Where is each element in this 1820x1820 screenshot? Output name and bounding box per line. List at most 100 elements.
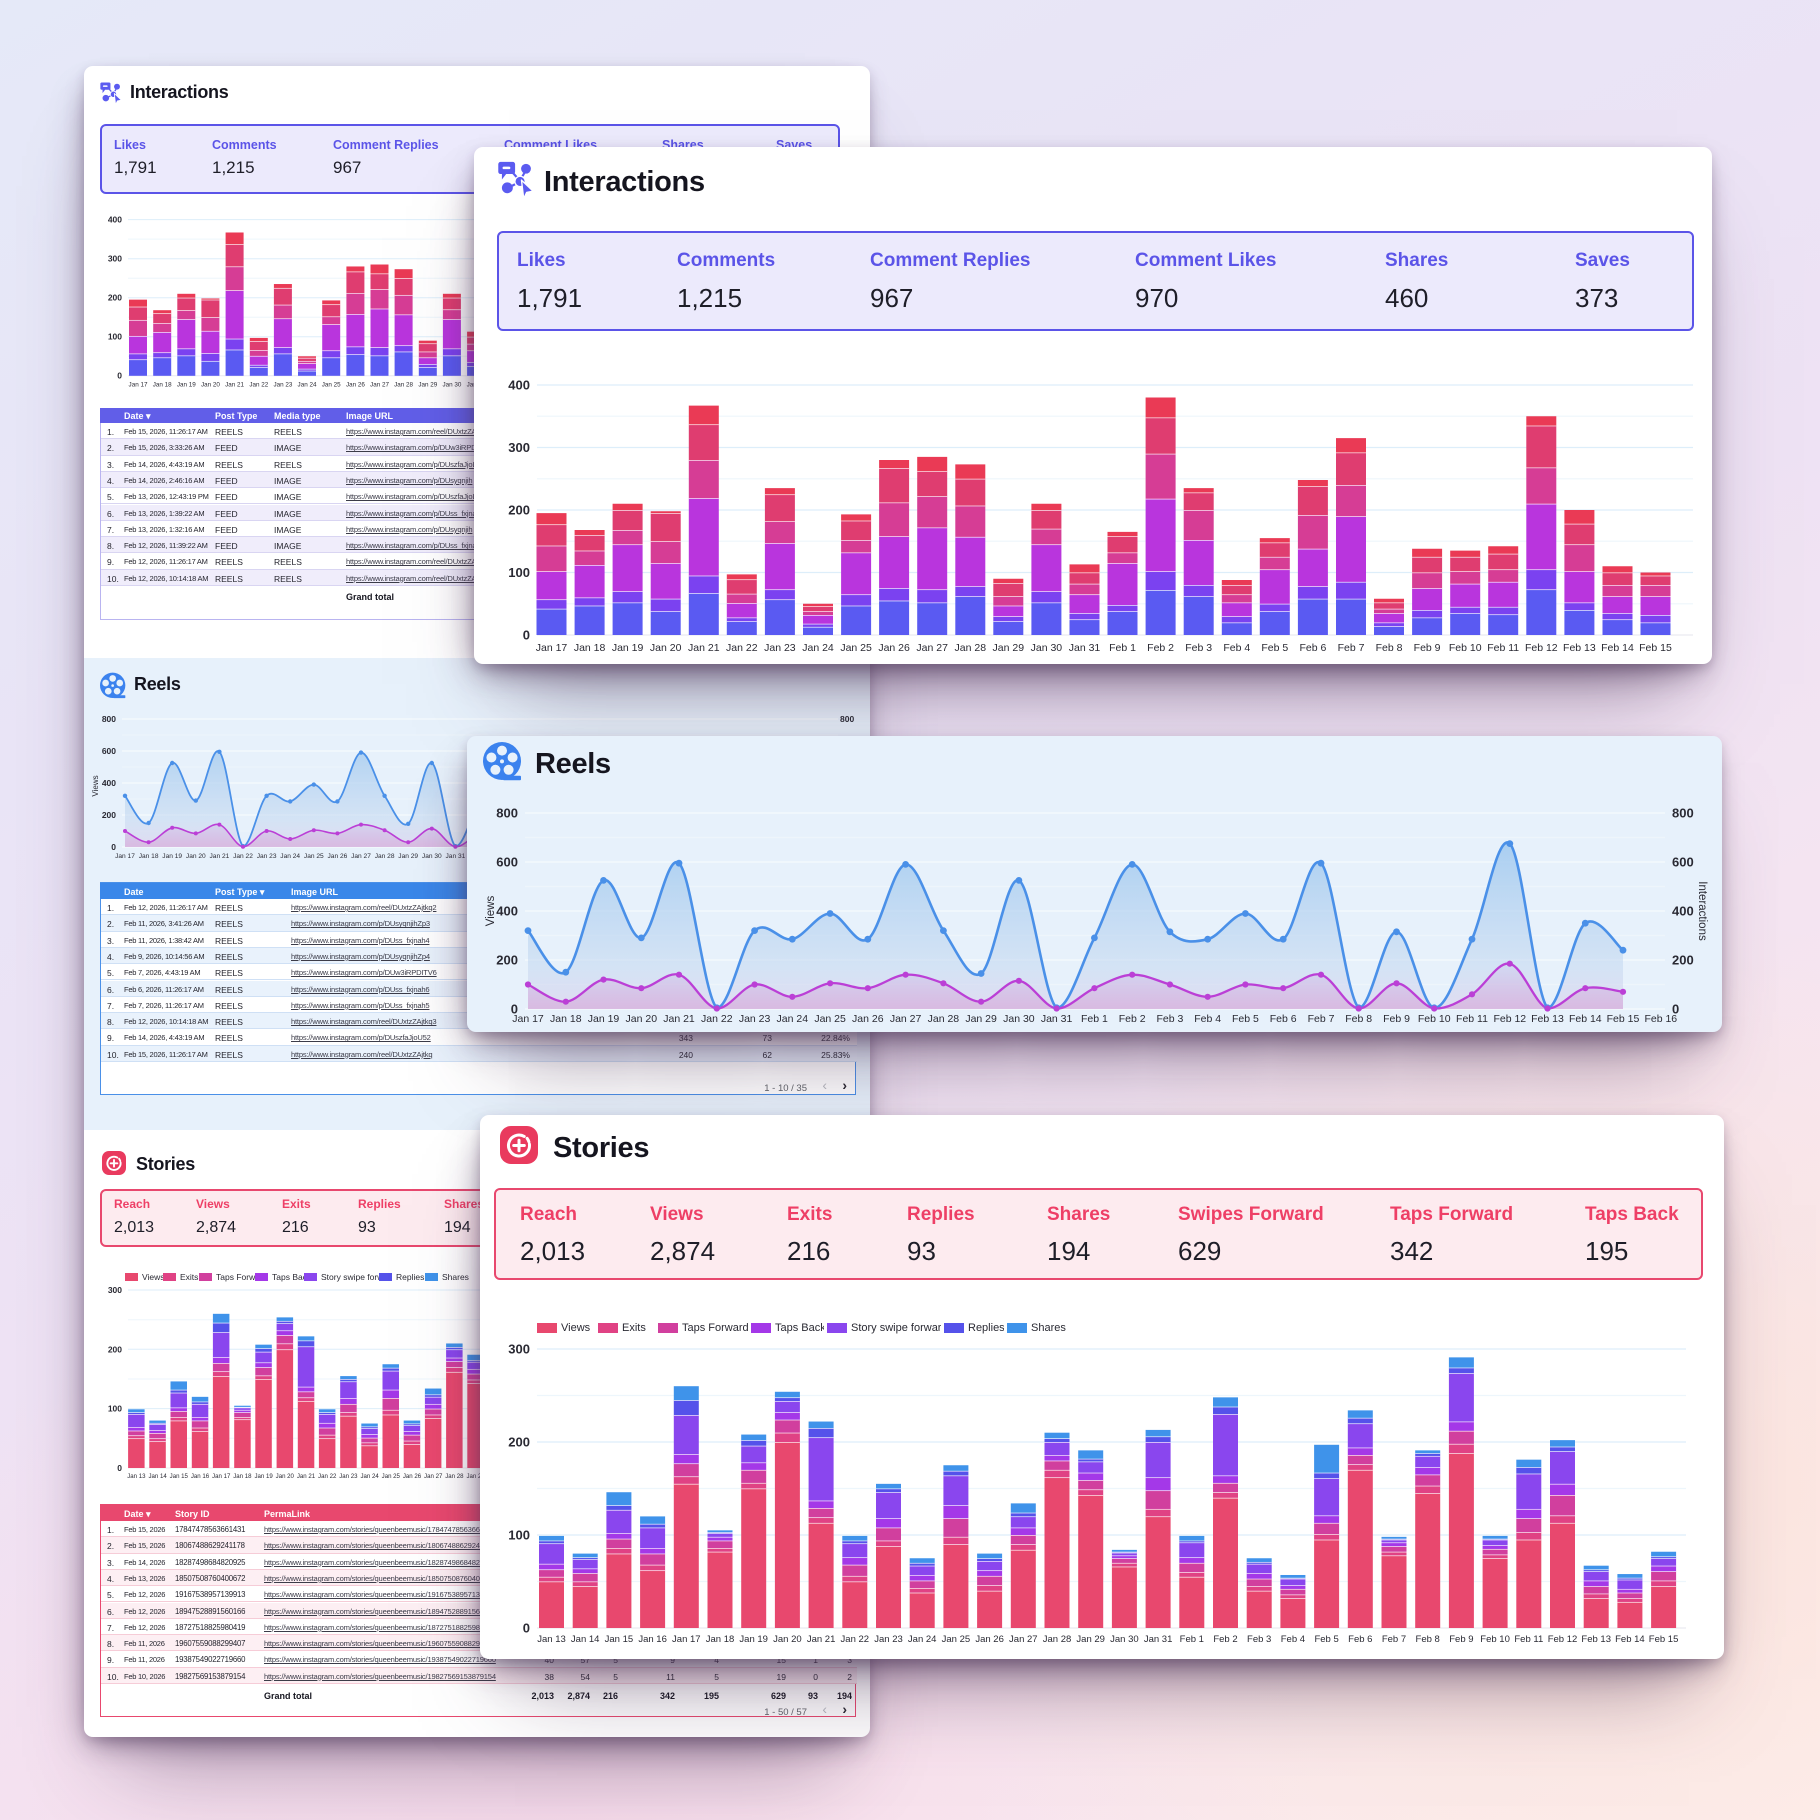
svg-text:Jan 26: Jan 26 <box>403 1473 422 1480</box>
svg-text:Jan 27: Jan 27 <box>890 1013 922 1025</box>
svg-text:Jan 19: Jan 19 <box>254 1473 273 1480</box>
svg-text:200: 200 <box>508 503 530 518</box>
svg-text:Jan 17: Jan 17 <box>536 642 568 654</box>
svg-text:Jan 26: Jan 26 <box>878 642 910 654</box>
svg-text:Jan 19: Jan 19 <box>588 1013 620 1025</box>
svg-text:Views: Views <box>91 775 100 796</box>
svg-text:Jan 28: Jan 28 <box>375 853 395 860</box>
svg-text:Feb 7: Feb 7 <box>1338 642 1365 654</box>
svg-text:Jan 14: Jan 14 <box>148 1473 167 1480</box>
svg-text:Feb 12: Feb 12 <box>1525 642 1558 654</box>
svg-text:Jan 19: Jan 19 <box>177 382 196 389</box>
svg-text:Jan 20: Jan 20 <box>650 642 682 654</box>
svg-text:Jan 22: Jan 22 <box>701 1013 733 1025</box>
svg-text:Feb 15: Feb 15 <box>1649 1634 1679 1645</box>
svg-text:Jan 23: Jan 23 <box>764 642 796 654</box>
svg-text:Feb 13: Feb 13 <box>1531 1013 1564 1025</box>
svg-text:Views: Views <box>485 896 497 927</box>
svg-text:Feb 8: Feb 8 <box>1376 642 1403 654</box>
svg-text:Jan 25: Jan 25 <box>814 1013 846 1025</box>
svg-text:Jan 20: Jan 20 <box>186 853 206 860</box>
svg-text:Jan 24: Jan 24 <box>777 1013 809 1025</box>
svg-text:Jan 23: Jan 23 <box>739 1013 771 1025</box>
svg-text:Feb 11: Feb 11 <box>1487 642 1519 654</box>
svg-text:Jan 22: Jan 22 <box>233 853 253 860</box>
svg-text:Jan 30: Jan 30 <box>1110 1634 1139 1645</box>
svg-text:Jan 16: Jan 16 <box>191 1473 210 1480</box>
svg-text:100: 100 <box>508 565 530 580</box>
svg-text:Jan 18: Jan 18 <box>233 1473 252 1480</box>
svg-text:Feb 5: Feb 5 <box>1232 1013 1259 1025</box>
svg-text:Jan 24: Jan 24 <box>298 382 317 389</box>
svg-text:Jan 15: Jan 15 <box>170 1473 189 1480</box>
svg-text:Jan 21: Jan 21 <box>663 1013 695 1025</box>
svg-text:Feb 9: Feb 9 <box>1383 1013 1410 1025</box>
svg-text:Jan 19: Jan 19 <box>612 642 644 654</box>
svg-text:Jan 21: Jan 21 <box>688 642 720 654</box>
svg-text:0: 0 <box>523 628 530 643</box>
svg-text:Jan 25: Jan 25 <box>840 642 872 654</box>
svg-text:200: 200 <box>102 810 116 820</box>
svg-text:Feb 9: Feb 9 <box>1414 642 1441 654</box>
svg-text:0: 0 <box>117 1463 122 1473</box>
svg-text:Feb 16: Feb 16 <box>1644 1013 1677 1025</box>
svg-text:Jan 29: Jan 29 <box>466 1473 485 1480</box>
svg-text:Jan 24: Jan 24 <box>280 853 300 860</box>
svg-text:Jan 17: Jan 17 <box>212 1473 231 1480</box>
svg-text:400: 400 <box>1672 904 1694 919</box>
svg-text:800: 800 <box>496 806 518 821</box>
svg-text:Jan 27: Jan 27 <box>351 853 371 860</box>
svg-text:Feb 6: Feb 6 <box>1348 1634 1372 1645</box>
svg-text:Jan 26: Jan 26 <box>346 382 365 389</box>
svg-text:300: 300 <box>508 440 530 455</box>
svg-text:Jan 25: Jan 25 <box>382 1473 401 1480</box>
svg-text:Jan 29: Jan 29 <box>418 382 437 389</box>
svg-text:800: 800 <box>102 714 116 724</box>
svg-text:Jan 17: Jan 17 <box>512 1013 544 1025</box>
svg-text:Jan 28: Jan 28 <box>928 1013 960 1025</box>
svg-text:600: 600 <box>496 855 518 870</box>
svg-text:Feb 1: Feb 1 <box>1081 1013 1108 1025</box>
svg-text:Jan 18: Jan 18 <box>139 853 159 860</box>
svg-text:400: 400 <box>108 214 122 224</box>
svg-text:100: 100 <box>508 1528 530 1543</box>
svg-text:200: 200 <box>1672 953 1694 968</box>
svg-text:Jan 17: Jan 17 <box>672 1634 701 1645</box>
svg-text:Jan 31: Jan 31 <box>1041 1013 1073 1025</box>
svg-text:400: 400 <box>102 778 116 788</box>
svg-text:Jan 23: Jan 23 <box>339 1473 358 1480</box>
svg-text:Jan 24: Jan 24 <box>360 1473 379 1480</box>
svg-text:Jan 30: Jan 30 <box>422 853 442 860</box>
svg-text:Jan 22: Jan 22 <box>726 642 758 654</box>
svg-text:Feb 3: Feb 3 <box>1185 642 1212 654</box>
svg-text:Jan 21: Jan 21 <box>807 1634 836 1645</box>
svg-text:Jan 24: Jan 24 <box>908 1634 937 1645</box>
svg-text:Jan 21: Jan 21 <box>297 1473 316 1480</box>
svg-text:800: 800 <box>1672 806 1694 821</box>
svg-text:Feb 5: Feb 5 <box>1261 642 1288 654</box>
svg-text:Feb 3: Feb 3 <box>1156 1013 1183 1025</box>
svg-text:Feb 14: Feb 14 <box>1601 642 1634 654</box>
svg-text:Feb 1: Feb 1 <box>1180 1634 1204 1645</box>
svg-text:Jan 17: Jan 17 <box>115 853 135 860</box>
svg-text:Feb 5: Feb 5 <box>1314 1634 1338 1645</box>
svg-text:Feb 1: Feb 1 <box>1109 642 1136 654</box>
svg-text:Jan 31: Jan 31 <box>1069 642 1101 654</box>
svg-text:Jan 14: Jan 14 <box>571 1634 600 1645</box>
svg-text:Feb 6: Feb 6 <box>1270 1013 1297 1025</box>
svg-text:200: 200 <box>508 1435 530 1450</box>
svg-text:Feb 13: Feb 13 <box>1581 1634 1611 1645</box>
svg-text:Jan 19: Jan 19 <box>162 853 182 860</box>
svg-text:Jan 15: Jan 15 <box>605 1634 634 1645</box>
svg-text:Jan 29: Jan 29 <box>965 1013 997 1025</box>
svg-text:0: 0 <box>117 371 122 381</box>
svg-text:Jan 17: Jan 17 <box>129 382 148 389</box>
svg-text:Jan 31: Jan 31 <box>1144 1634 1173 1645</box>
svg-text:Feb 14: Feb 14 <box>1615 1634 1645 1645</box>
svg-text:Jan 20: Jan 20 <box>276 1473 295 1480</box>
svg-text:0: 0 <box>511 1002 518 1017</box>
svg-text:0: 0 <box>111 842 116 852</box>
svg-text:Feb 14: Feb 14 <box>1569 1013 1602 1025</box>
svg-text:Jan 28: Jan 28 <box>1043 1634 1072 1645</box>
svg-text:Feb 2: Feb 2 <box>1119 1013 1146 1025</box>
